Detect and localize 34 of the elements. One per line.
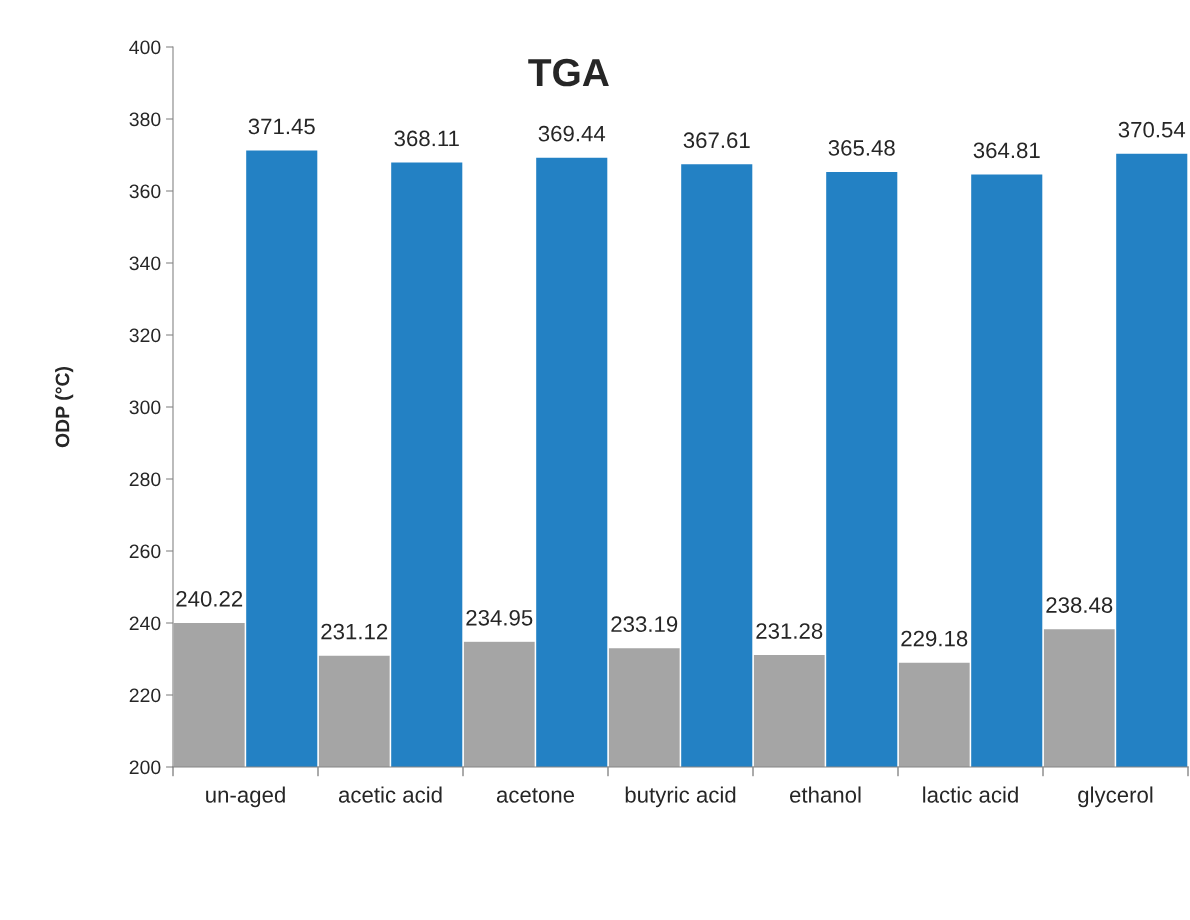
x-tick-label: acetone <box>496 788 575 803</box>
data-label: 370.54 <box>1118 121 1186 138</box>
y-axis-title: ODP (°C) <box>55 366 74 448</box>
y-tick-label: 200 <box>129 760 161 775</box>
y-tick-label: 340 <box>129 256 161 271</box>
y-tick-label: 280 <box>129 472 161 487</box>
y-tick-label: 240 <box>129 616 161 631</box>
y-tick-label: 320 <box>129 328 161 343</box>
x-tick-label: butyric acid <box>625 786 736 808</box>
data-label: 364.81 <box>973 142 1040 159</box>
data-label: 238.48 <box>1046 597 1113 613</box>
data-label: 371.45 <box>248 118 315 135</box>
x-tick-label: glycerol <box>1078 786 1153 808</box>
y-tick-label: 300 <box>129 400 161 415</box>
y-tick-label: 360 <box>129 184 161 199</box>
data-label: 368.11 <box>394 130 459 147</box>
data-label: 233.19 <box>611 616 678 633</box>
data-label: 229.18 <box>901 630 968 647</box>
x-tick-label: acetic acid <box>338 786 442 803</box>
chart-title: TGA <box>528 58 609 87</box>
data-label: 367.61 <box>683 132 750 149</box>
y-tick-label: 380 <box>129 112 161 127</box>
y-tick-label: 260 <box>129 544 161 559</box>
data-label: 231.12 <box>321 623 388 640</box>
x-tick-label: ethanol <box>789 786 861 803</box>
data-label: 365.48 <box>828 140 895 156</box>
x-tick-label: un-aged <box>206 786 285 808</box>
data-label: 240.22 <box>176 590 243 607</box>
y-tick-label: 400 <box>129 40 161 55</box>
data-label: 369.44 <box>538 125 606 142</box>
data-label: 234.95 <box>466 609 533 626</box>
data-label: 231.28 <box>756 623 823 639</box>
y-tick-label: 220 <box>129 688 161 703</box>
x-tick-label: lactic acid <box>923 786 1018 803</box>
